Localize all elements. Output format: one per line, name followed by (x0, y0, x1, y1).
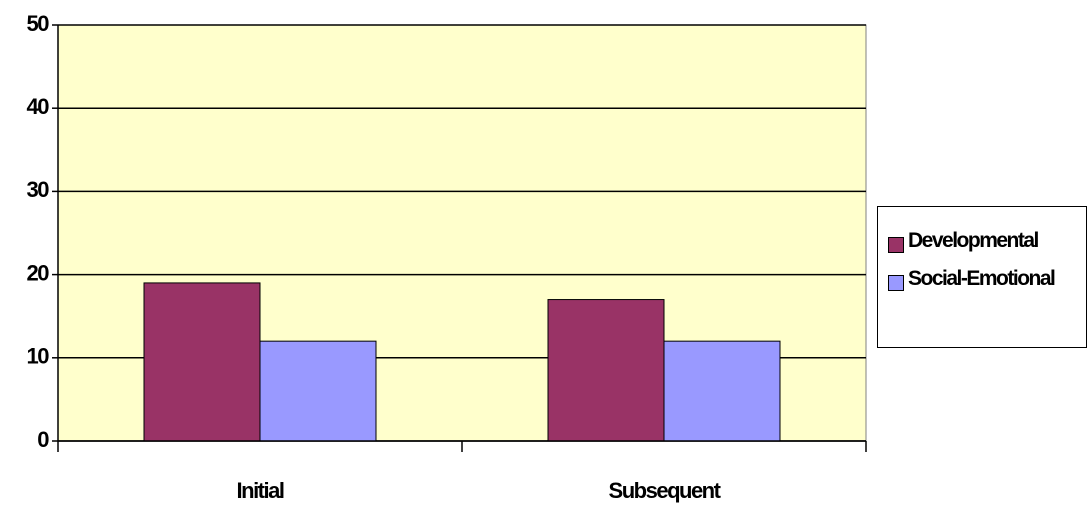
y-tick-label: 40 (27, 94, 50, 119)
legend: Developmental Social-Emotional (877, 206, 1087, 348)
bar (547, 299, 665, 442)
x-tick-label: Subsequent (609, 478, 722, 503)
plot-svg: 0 10 20 30 40 50 Initial Subsequent (27, 11, 867, 503)
bar (663, 340, 781, 442)
bar (143, 282, 261, 442)
y-tick-label: 10 (27, 344, 50, 369)
y-tick-label: 30 (27, 177, 50, 202)
legend-entry: Developmental (888, 229, 1086, 259)
x-tick-label: Initial (237, 478, 284, 503)
legend-entry: Social-Emotional (888, 267, 1086, 297)
y-tick-label: 0 (37, 427, 49, 452)
legend-swatch (888, 237, 904, 253)
y-tick-label: 20 (27, 260, 50, 285)
legend-swatch (888, 275, 904, 291)
y-tick-label: 50 (27, 11, 50, 36)
legend-label: Social-Emotional (908, 267, 1056, 290)
legend-label: Developmental (908, 229, 1039, 252)
bar (259, 340, 377, 442)
